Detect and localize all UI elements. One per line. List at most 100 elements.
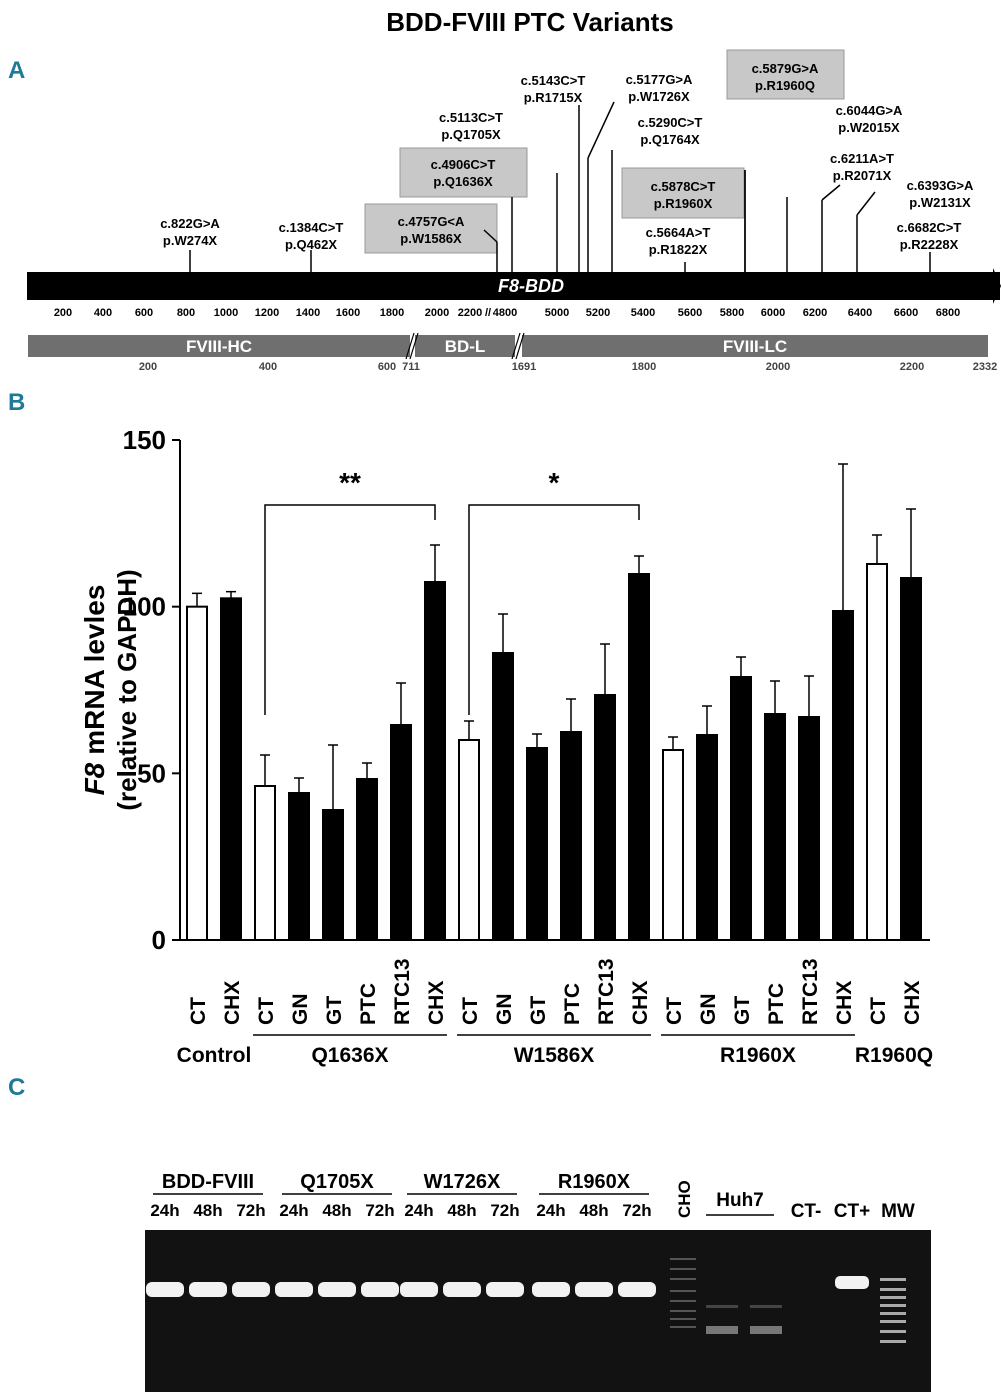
cdna-tick-label: 6800 xyxy=(936,307,960,319)
x-tick-label: PTC xyxy=(561,983,584,1025)
protein-tick-label: 1800 xyxy=(632,361,656,373)
gel-group-label: W1726X xyxy=(424,1171,501,1193)
x-tick-label: GN xyxy=(289,994,312,1026)
cdna-tick-label: 6000 xyxy=(761,307,785,319)
group-label: R1960X xyxy=(720,1044,796,1067)
cdna-tick-label: 6200 xyxy=(803,307,827,319)
protein-tick-label: 600 xyxy=(378,361,396,373)
x-tick-label: CHX xyxy=(833,981,856,1025)
cdna-tick-label: 2000 xyxy=(425,307,449,319)
gel-lane-label: 72h xyxy=(490,1201,519,1220)
gel-group-label: Q1705X xyxy=(300,1171,374,1193)
bar xyxy=(765,714,785,940)
significance-bracket xyxy=(265,505,435,715)
gel-band xyxy=(575,1282,613,1297)
y-axis-label-italic: F8 xyxy=(79,762,110,795)
y-axis-label-2: (relative to GAPDH) xyxy=(112,569,142,810)
gel-band xyxy=(532,1282,570,1297)
x-tick-label: GT xyxy=(323,996,346,1025)
protein-tick-label: 2000 xyxy=(766,361,790,373)
gel-ladder-band xyxy=(880,1312,906,1315)
group-label: Control xyxy=(177,1044,252,1067)
protein-tick-label: 1691 xyxy=(512,361,536,373)
protein-tick-label: 2332 xyxy=(973,361,997,373)
x-tick-label: CT xyxy=(867,997,890,1025)
gel-ladder-band xyxy=(670,1290,696,1292)
mutation-protein: p.Q462X xyxy=(285,237,337,252)
mutation-stem xyxy=(822,185,840,200)
bar xyxy=(527,748,547,940)
gel-lane-label: 24h xyxy=(404,1201,433,1220)
panel-label: A xyxy=(8,57,25,84)
bar xyxy=(187,607,207,940)
gel-lane-label: 48h xyxy=(322,1201,351,1220)
gel-lane-label: 72h xyxy=(365,1201,394,1220)
gel-lane-label: 24h xyxy=(536,1201,565,1220)
x-tick-label: CT xyxy=(187,997,210,1025)
x-tick-label: CT xyxy=(255,997,278,1025)
figure: BDD-FVIII PTC Variants A B C F8-BDD c.82… xyxy=(0,0,1001,1392)
gel-ladder-band xyxy=(670,1278,696,1280)
gel-lane-label: 48h xyxy=(193,1201,222,1220)
bar xyxy=(867,564,887,940)
axis-break: // xyxy=(485,307,491,319)
x-tick-label: PTC xyxy=(765,983,788,1025)
domain-label: FVIII-HC xyxy=(186,337,252,356)
cdna-tick-label: 4800 xyxy=(493,307,517,319)
protein-tick-label: 711 xyxy=(402,361,420,373)
cdna-tick-label: 200 xyxy=(54,307,72,319)
mutation-protein: p.W274X xyxy=(163,233,218,248)
gel-ladder-band xyxy=(880,1288,906,1291)
mutation-stem xyxy=(857,192,875,215)
gel-band xyxy=(486,1282,524,1297)
gel-ladder-band xyxy=(670,1258,696,1260)
gel-lane-label: 72h xyxy=(622,1201,651,1220)
gel-ladder-band xyxy=(670,1310,696,1312)
bar xyxy=(799,717,819,940)
significance-label: * xyxy=(549,467,560,498)
y-tick-label: 150 xyxy=(123,425,166,455)
gel-ladder-band xyxy=(670,1318,696,1320)
gel-band xyxy=(361,1282,399,1297)
mutation-stem xyxy=(588,102,614,158)
panel-label: B xyxy=(8,389,25,416)
x-tick-label: RTC13 xyxy=(391,958,414,1025)
x-tick-label: CT xyxy=(459,997,482,1025)
mutation-protein: p.R1960X xyxy=(654,196,713,211)
mutation-cdna: c.5143C>T xyxy=(521,73,586,88)
x-tick-label: CHX xyxy=(629,981,652,1025)
cdna-tick-label: 6400 xyxy=(848,307,872,319)
cdna-tick-label: 5000 xyxy=(545,307,569,319)
y-tick-label: 0 xyxy=(152,925,166,955)
mutation-protein: p.W1726X xyxy=(628,89,690,104)
group-label: Q1636X xyxy=(311,1044,388,1067)
x-tick-label: CHX xyxy=(425,981,448,1025)
gel-band xyxy=(275,1282,313,1297)
x-tick-label: GN xyxy=(493,994,516,1026)
gel-band xyxy=(400,1282,438,1297)
gel-band xyxy=(232,1282,270,1297)
cdna-tick-label: 5600 xyxy=(678,307,702,319)
mutation-protein: p.R2228X xyxy=(900,237,959,252)
mutation-cdna: c.822G>A xyxy=(160,216,220,231)
gel-lane-label: 24h xyxy=(279,1201,308,1220)
bar xyxy=(731,677,751,940)
gene-label: F8-BDD xyxy=(498,276,564,296)
gel-ladder-band xyxy=(670,1268,696,1270)
gel-ladder-band xyxy=(880,1320,906,1323)
x-tick-label: PTC xyxy=(357,983,380,1025)
cdna-tick-label: 5400 xyxy=(631,307,655,319)
bar xyxy=(391,725,411,940)
bar xyxy=(663,750,683,940)
figure-title: BDD-FVIII PTC Variants xyxy=(386,7,674,37)
cdna-tick-label: 5800 xyxy=(720,307,744,319)
cdna-tick-label: 1400 xyxy=(296,307,320,319)
bar xyxy=(289,793,309,940)
gel-faint-band xyxy=(706,1326,738,1334)
mutation-cdna: c.6393G>A xyxy=(907,178,974,193)
bar xyxy=(833,611,853,940)
mutation-cdna: c.5290C>T xyxy=(638,115,703,130)
gel-lane-label: 72h xyxy=(236,1201,265,1220)
gel-faint-band xyxy=(750,1326,782,1334)
x-tick-label: GT xyxy=(527,996,550,1025)
